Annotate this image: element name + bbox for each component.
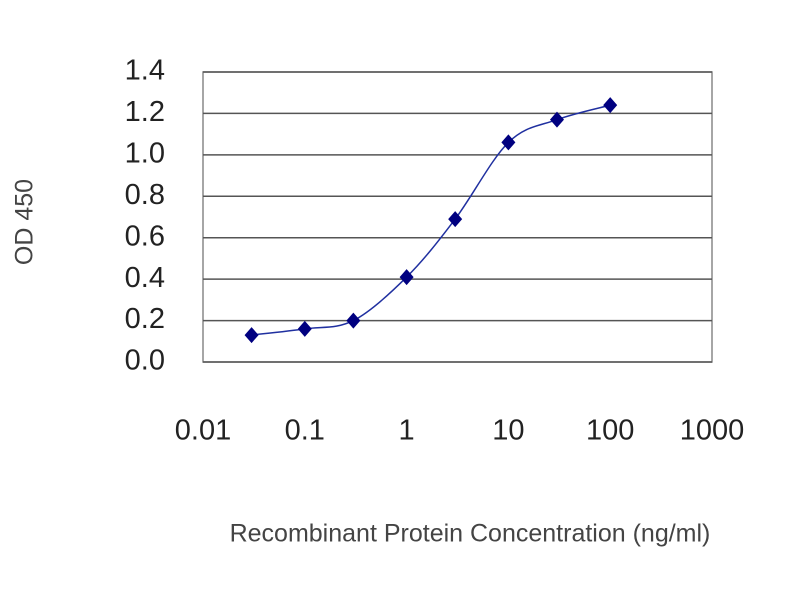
x-tick-label: 0.01 [175, 415, 231, 447]
x-tick-label: 10 [492, 415, 524, 447]
data-point [603, 97, 618, 114]
x-tick-label: 0.1 [285, 415, 325, 447]
data-point [244, 327, 259, 344]
y-axis-title: OD 450 [11, 179, 39, 265]
data-point [399, 269, 414, 286]
data-point [297, 320, 312, 337]
x-tick-label: 100 [586, 415, 634, 447]
x-tick-label: 1000 [680, 415, 745, 447]
y-tick-label: 0.0 [125, 345, 165, 377]
data-point [448, 211, 463, 228]
data-point [346, 312, 361, 329]
data-point [549, 111, 564, 128]
x-tick-label: 1 [399, 415, 415, 447]
y-tick-label: 0.6 [125, 220, 165, 252]
y-tick-label: 0.2 [125, 303, 165, 335]
x-axis-title: Recombinant Protein Concentration (ng/ml… [230, 520, 711, 548]
y-tick-label: 1.0 [125, 138, 165, 170]
y-tick-label: 1.2 [125, 96, 165, 128]
data-point [501, 134, 516, 151]
y-tick-label: 0.4 [125, 262, 165, 294]
y-tick-label: 0.8 [125, 179, 165, 211]
y-tick-label: 1.4 [125, 55, 165, 87]
fit-line [251, 104, 611, 336]
